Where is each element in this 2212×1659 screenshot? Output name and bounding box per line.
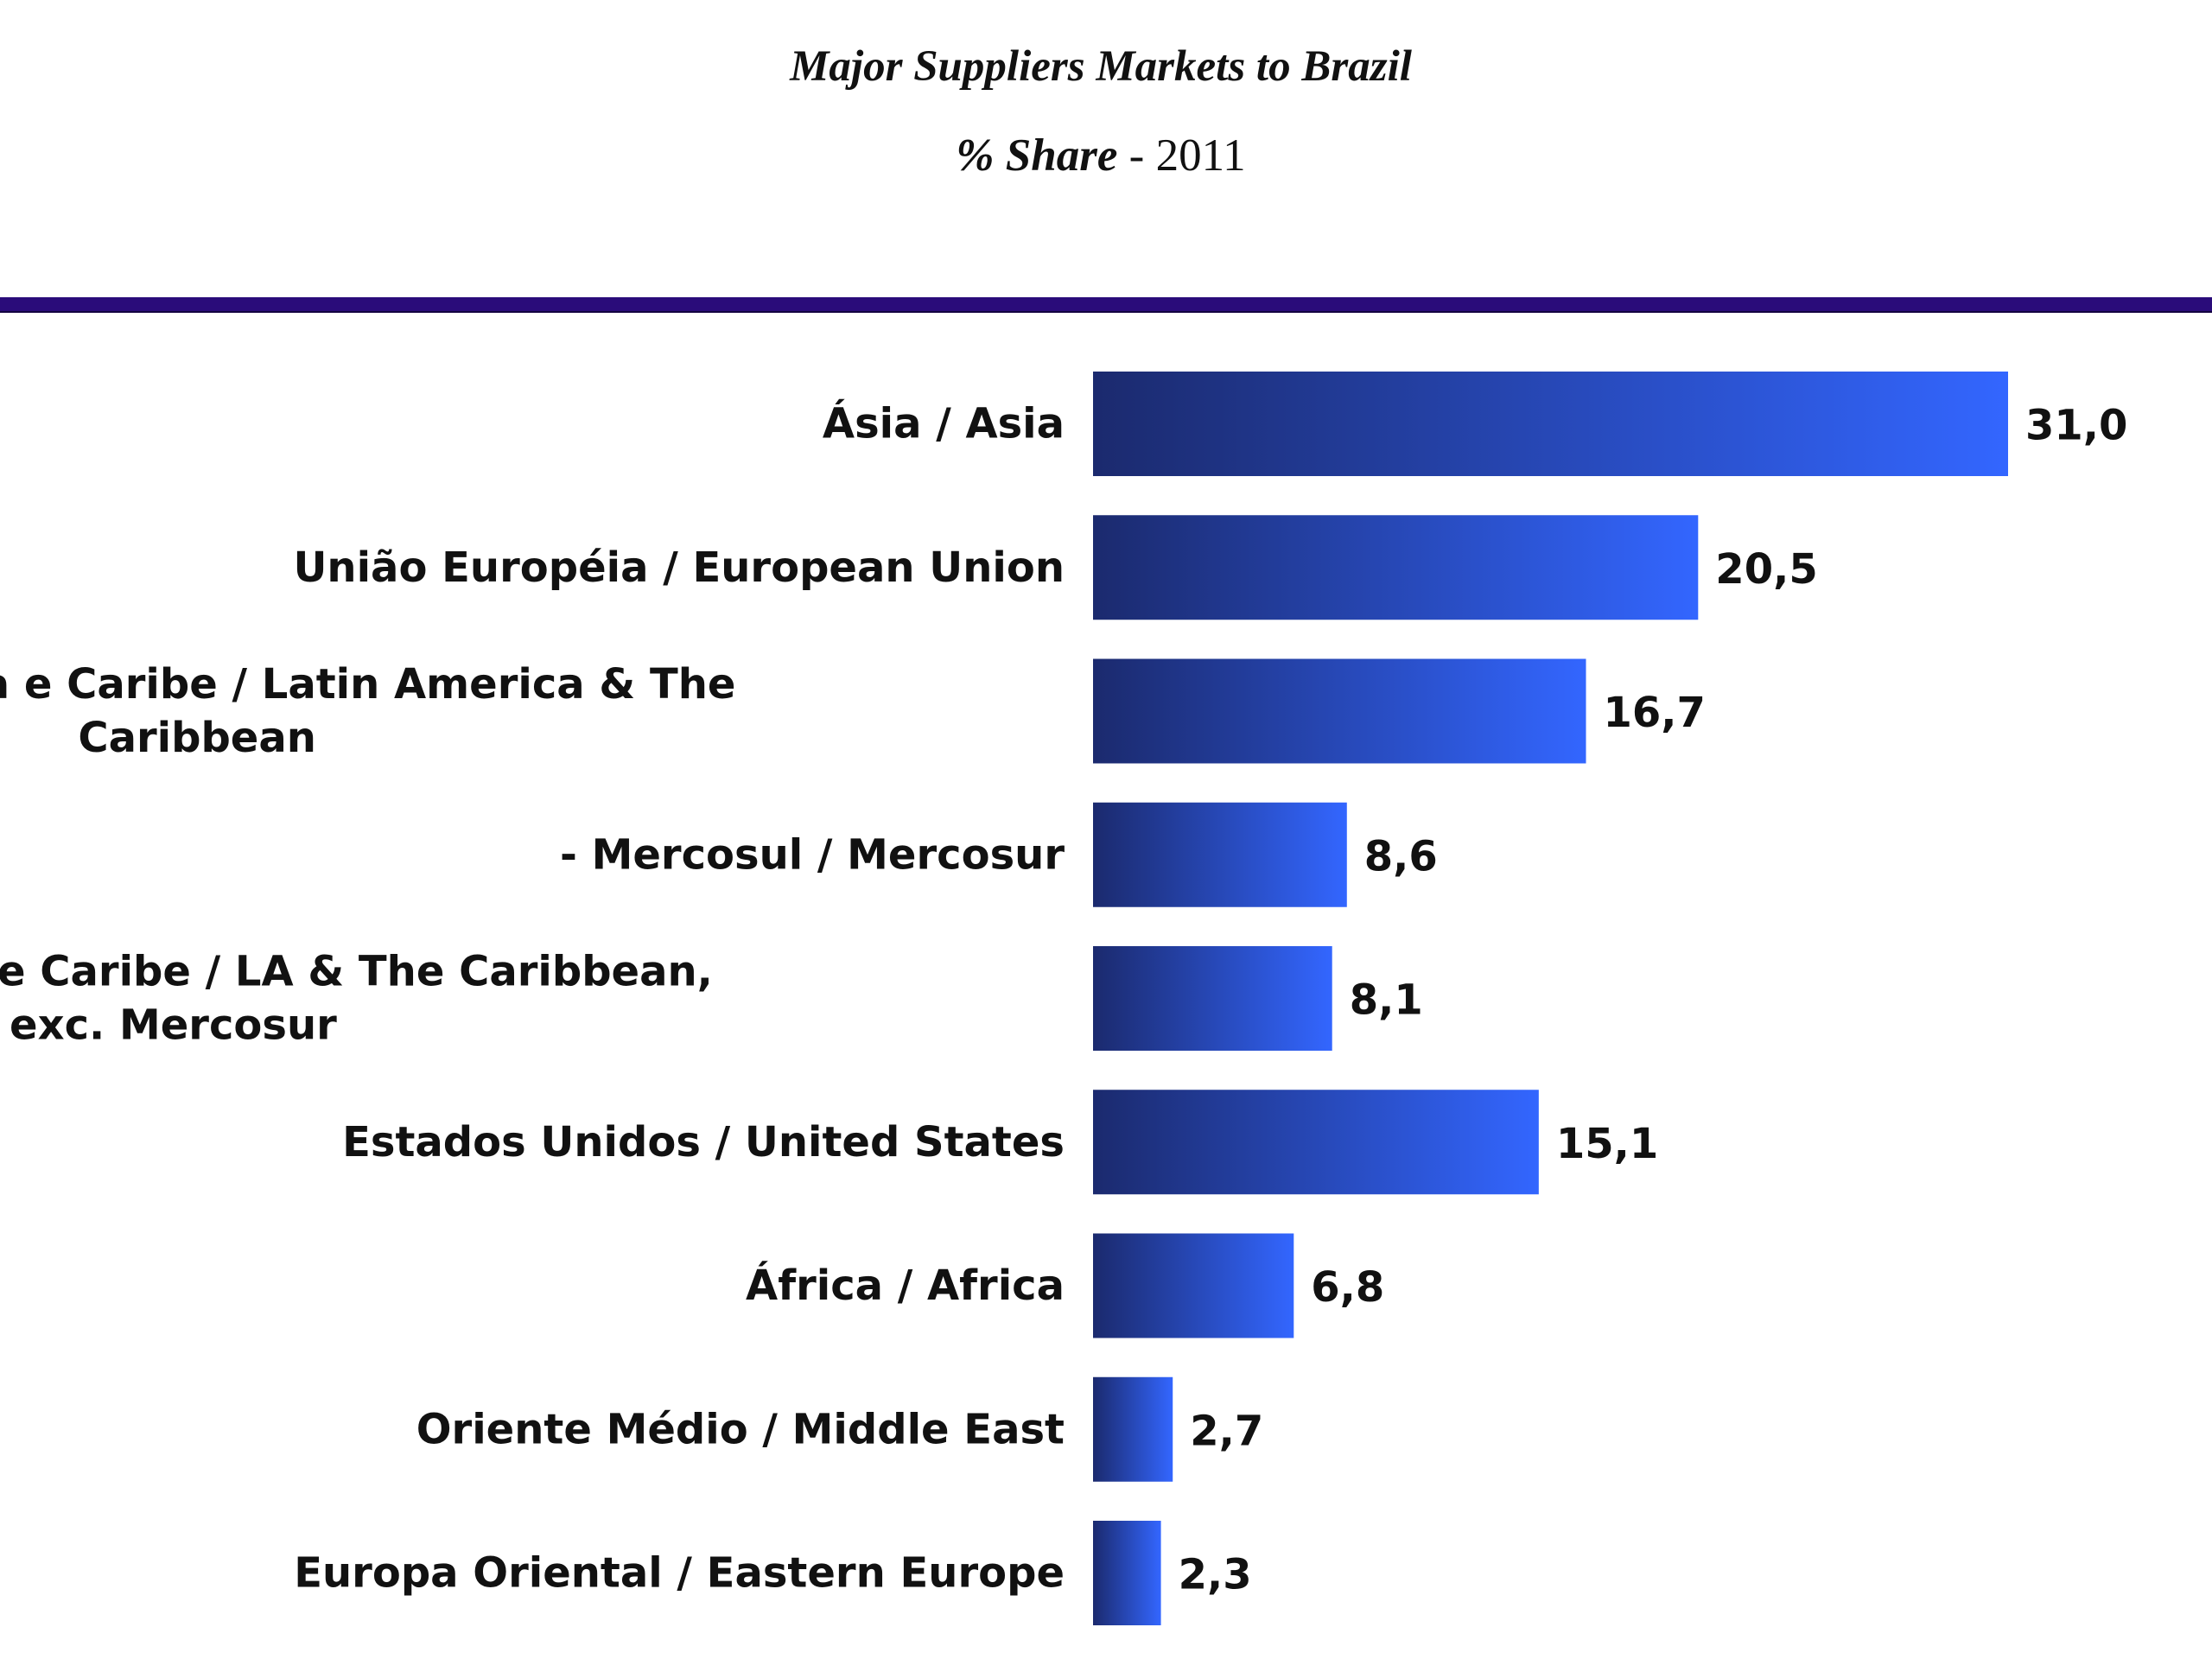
bar-6	[1093, 1233, 1294, 1338]
category-label-7: Oriente Médio / Middle East	[416, 1405, 1065, 1453]
bar-5	[1093, 1090, 1539, 1195]
bar-2	[1093, 658, 1586, 764]
chart-title: Major Suppliers Markets to Brazil	[790, 42, 1412, 91]
value-label-7: 2,7	[1190, 1407, 1263, 1455]
bar-1	[1093, 515, 1699, 620]
category-label-line-4-0: - Demais da AL e Caribe / LA & The Carib…	[0, 948, 713, 996]
category-label-4: - Demais da AL e Caribe / LA & The Carib…	[0, 948, 713, 1050]
value-label-6: 6,8	[1311, 1263, 1384, 1312]
category-label-3: - Mercosul / Mercosur	[560, 830, 1065, 879]
subtitle-share-label: % Share	[956, 130, 1118, 181]
category-label-1: União Européia / European Union	[293, 543, 1065, 592]
value-label-4: 8,1	[1350, 976, 1423, 1025]
value-label-1: 20,5	[1715, 545, 1817, 594]
category-label-8: Europa Oriental / Eastern Europe	[294, 1549, 1065, 1598]
subtitle-separator: -	[1117, 130, 1156, 181]
category-label-line-4-1: exc. Mercosur	[10, 1001, 337, 1050]
bar-0	[1093, 372, 2008, 476]
value-label-8: 2,3	[1179, 1551, 1252, 1599]
bar-3	[1093, 802, 1347, 907]
category-label-5: Estados Unidos / United States	[342, 1118, 1065, 1166]
bars-group: 31,0 Ásia / Asia 20,5 União Européia / Euro…	[0, 372, 2127, 1625]
category-label-0: Ásia / Asia	[823, 399, 1065, 448]
value-label-0: 31,0	[2025, 402, 2127, 450]
bar-8	[1093, 1521, 1161, 1625]
category-label-line-2-0: América Latina e Caribe / Latin America …	[0, 660, 735, 709]
category-label-6: África / Africa	[746, 1261, 1065, 1310]
bar-7	[1093, 1376, 1173, 1482]
value-label-5: 15,1	[1556, 1120, 1658, 1168]
bar-4	[1093, 946, 1332, 1051]
category-label-2: América Latina e Caribe / Latin America …	[0, 660, 735, 762]
header-divider	[0, 297, 2212, 313]
chart-subtitle: % Share - 2011	[0, 130, 2202, 181]
category-label-line-2-1: Caribbean	[78, 714, 316, 762]
value-label-2: 16,7	[1603, 689, 1705, 737]
value-label-3: 8,6	[1364, 832, 1438, 880]
subtitle-year: 2011	[1155, 130, 1246, 181]
